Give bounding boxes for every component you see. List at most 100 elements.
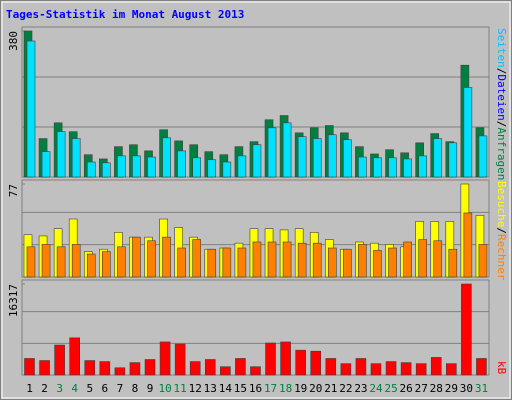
bar (310, 350, 322, 376)
legend-entry: kB (495, 361, 508, 375)
legend-entry: Seiten (495, 28, 508, 68)
bar (312, 138, 322, 178)
x-tick-label: 26 (400, 382, 413, 395)
bar (312, 242, 322, 278)
bar (340, 363, 352, 376)
bar (102, 251, 111, 278)
bar (267, 127, 277, 178)
legend: kB (495, 361, 508, 375)
bar (222, 247, 232, 278)
bar (433, 240, 443, 278)
bar (24, 358, 35, 376)
bar (297, 242, 307, 278)
x-tick-label: 1 (26, 382, 33, 395)
x-tick-label: 27 (415, 382, 428, 395)
bar (327, 134, 337, 178)
bar (189, 361, 201, 376)
bar (478, 135, 488, 178)
legend-entry: Rechner (495, 234, 508, 281)
bar (478, 244, 488, 278)
bar (237, 247, 247, 278)
x-tick-label: 5 (86, 382, 93, 395)
bar (373, 250, 382, 278)
bar (370, 363, 382, 376)
x-tick-label: 3 (56, 382, 63, 395)
bar (252, 144, 262, 178)
bar (117, 246, 126, 278)
bar (102, 162, 111, 178)
plot-area (21, 279, 490, 376)
x-tick-label: 28 (430, 382, 443, 395)
bar (297, 136, 307, 178)
bar (385, 361, 397, 376)
legend-separator: / (495, 227, 508, 234)
x-tick-label: 17 (264, 382, 277, 395)
bar (355, 358, 367, 376)
bar (41, 244, 51, 278)
x-tick-label: 30 (460, 382, 473, 395)
bar (388, 247, 397, 278)
bar (461, 283, 472, 376)
x-tick-label: 23 (354, 382, 367, 395)
bar (39, 360, 50, 376)
bar (56, 131, 66, 178)
x-tick-label: 24 (369, 382, 383, 395)
bar (400, 362, 412, 376)
bar (132, 236, 141, 278)
legend-entry: Besuche (495, 181, 508, 227)
bar (282, 241, 292, 278)
x-tick-label: 7 (117, 382, 124, 395)
bar (207, 159, 217, 178)
bar (343, 139, 352, 178)
x-tick-label: 12 (189, 382, 202, 395)
bar (117, 155, 126, 178)
bar (448, 248, 458, 278)
bar (222, 161, 232, 178)
x-tick-label: 8 (132, 382, 139, 395)
bar (132, 155, 141, 178)
bar (358, 156, 367, 178)
x-tick-label: 14 (219, 382, 233, 395)
bar (41, 151, 51, 178)
bar (192, 157, 202, 178)
bar (430, 357, 442, 376)
bar (235, 358, 246, 376)
legend: Besuche/Rechner (495, 181, 508, 281)
bar (403, 241, 412, 278)
bar (84, 360, 96, 376)
bar (343, 248, 352, 278)
x-tick-label: 9 (147, 382, 154, 395)
bar (177, 150, 186, 178)
legend: Seiten/Dateien/Anfragen (495, 28, 508, 180)
bar (86, 253, 96, 278)
bar (207, 248, 217, 278)
x-tick-label: 18 (279, 382, 292, 395)
bar (147, 156, 156, 178)
bar (129, 362, 141, 376)
bar (26, 40, 36, 178)
bar (237, 155, 247, 178)
bar (147, 240, 156, 278)
bar (114, 367, 126, 376)
bar (204, 359, 216, 376)
x-tick-label: 22 (339, 382, 352, 395)
bar (144, 359, 156, 376)
x-tick-label: 11 (174, 382, 187, 395)
x-tick-label: 13 (204, 382, 217, 395)
x-tick-label: 16 (249, 382, 262, 395)
bar (86, 161, 96, 178)
legend-separator: / (495, 121, 508, 128)
bar (448, 142, 458, 178)
bar (192, 239, 202, 278)
y-tick-label: 77 (7, 184, 20, 197)
bar (159, 341, 171, 376)
bar (54, 344, 65, 376)
bar (174, 343, 186, 376)
x-tick-label: 10 (158, 382, 171, 395)
bar (250, 366, 261, 376)
x-tick-label: 21 (324, 382, 337, 395)
x-tick-label: 25 (384, 382, 397, 395)
y-tick-label: 16317 (7, 284, 20, 317)
